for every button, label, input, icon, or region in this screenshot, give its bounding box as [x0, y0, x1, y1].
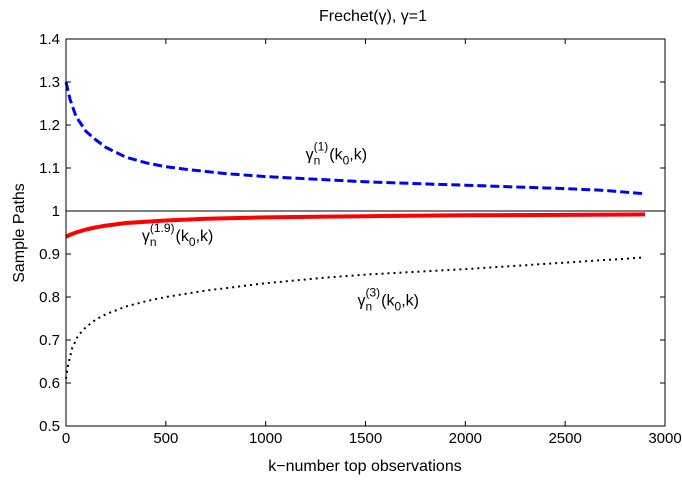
y-tick-label: 1.3	[39, 74, 60, 91]
x-tick-label: 2000	[449, 430, 482, 447]
y-tick-label: 0.8	[39, 289, 60, 306]
annotation-subscript-0: 0	[189, 235, 196, 249]
series-annotations: γ n(1) (k 0 ,k)γ n(1.9) (k 0 ,k)γ n(3) (k 0 ,k)	[142, 139, 419, 313]
y-axis-label: Sample Paths	[11, 183, 28, 283]
annotation-subscript: n	[314, 153, 321, 167]
annotation-symbol: γ	[358, 293, 366, 310]
x-tick-label: 0	[62, 430, 70, 447]
y-tick-label: 0.9	[39, 246, 60, 263]
annotation-superscript: (1)	[314, 139, 329, 153]
y-tick-label: 1.2	[39, 117, 60, 134]
x-tick-label: 3000	[648, 430, 681, 447]
annotation-subscript-0: 0	[343, 153, 350, 167]
y-tick-label: 1.4	[39, 31, 60, 48]
y-tick-label: 1.1	[39, 160, 60, 177]
annotation-subscript: n	[366, 300, 373, 314]
series-line-g19	[65, 212, 646, 239]
x-tick-label: 500	[153, 430, 178, 447]
annotation-args-end: ,k)	[196, 228, 214, 245]
axes-ticks: 0 500 1000 1500 2000 2500 30000.50.60.70.80.91…	[39, 31, 682, 447]
plot-area	[64, 81, 665, 379]
chart-title: Frechet(γ), γ=1	[319, 8, 427, 25]
y-tick-label: 0.7	[39, 332, 60, 349]
x-tick-label: 2500	[548, 430, 581, 447]
annotation-args: (k	[381, 293, 395, 310]
annotation-g19: γ n(1.9) (k 0 ,k)	[142, 221, 213, 249]
x-tick-label: 1500	[349, 430, 382, 447]
annotation-superscript: (1.9)	[150, 221, 175, 235]
annotation-args-end: ,k)	[401, 293, 419, 310]
annotation-symbol: γ	[142, 228, 150, 245]
x-axis-label: k−number top observations	[268, 458, 461, 475]
x-tick-label: 1000	[249, 430, 282, 447]
annotation-g1: γ n(1) (k 0 ,k)	[306, 139, 367, 167]
y-tick-label: 0.5	[39, 418, 60, 435]
annotation-subscript-0: 0	[395, 300, 402, 314]
annotation-args: (k	[329, 146, 343, 163]
annotation-args: (k	[176, 228, 190, 245]
annotation-superscript: (3)	[366, 286, 381, 300]
series-line-g1	[64, 81, 646, 196]
y-tick-label: 1	[52, 203, 60, 220]
y-tick-label: 0.6	[39, 375, 60, 392]
annotation-subscript: n	[150, 235, 157, 249]
annotation-symbol: γ	[306, 146, 314, 163]
annotation-args-end: ,k)	[349, 146, 367, 163]
annotation-g3: γ n(3) (k 0 ,k)	[358, 286, 419, 314]
